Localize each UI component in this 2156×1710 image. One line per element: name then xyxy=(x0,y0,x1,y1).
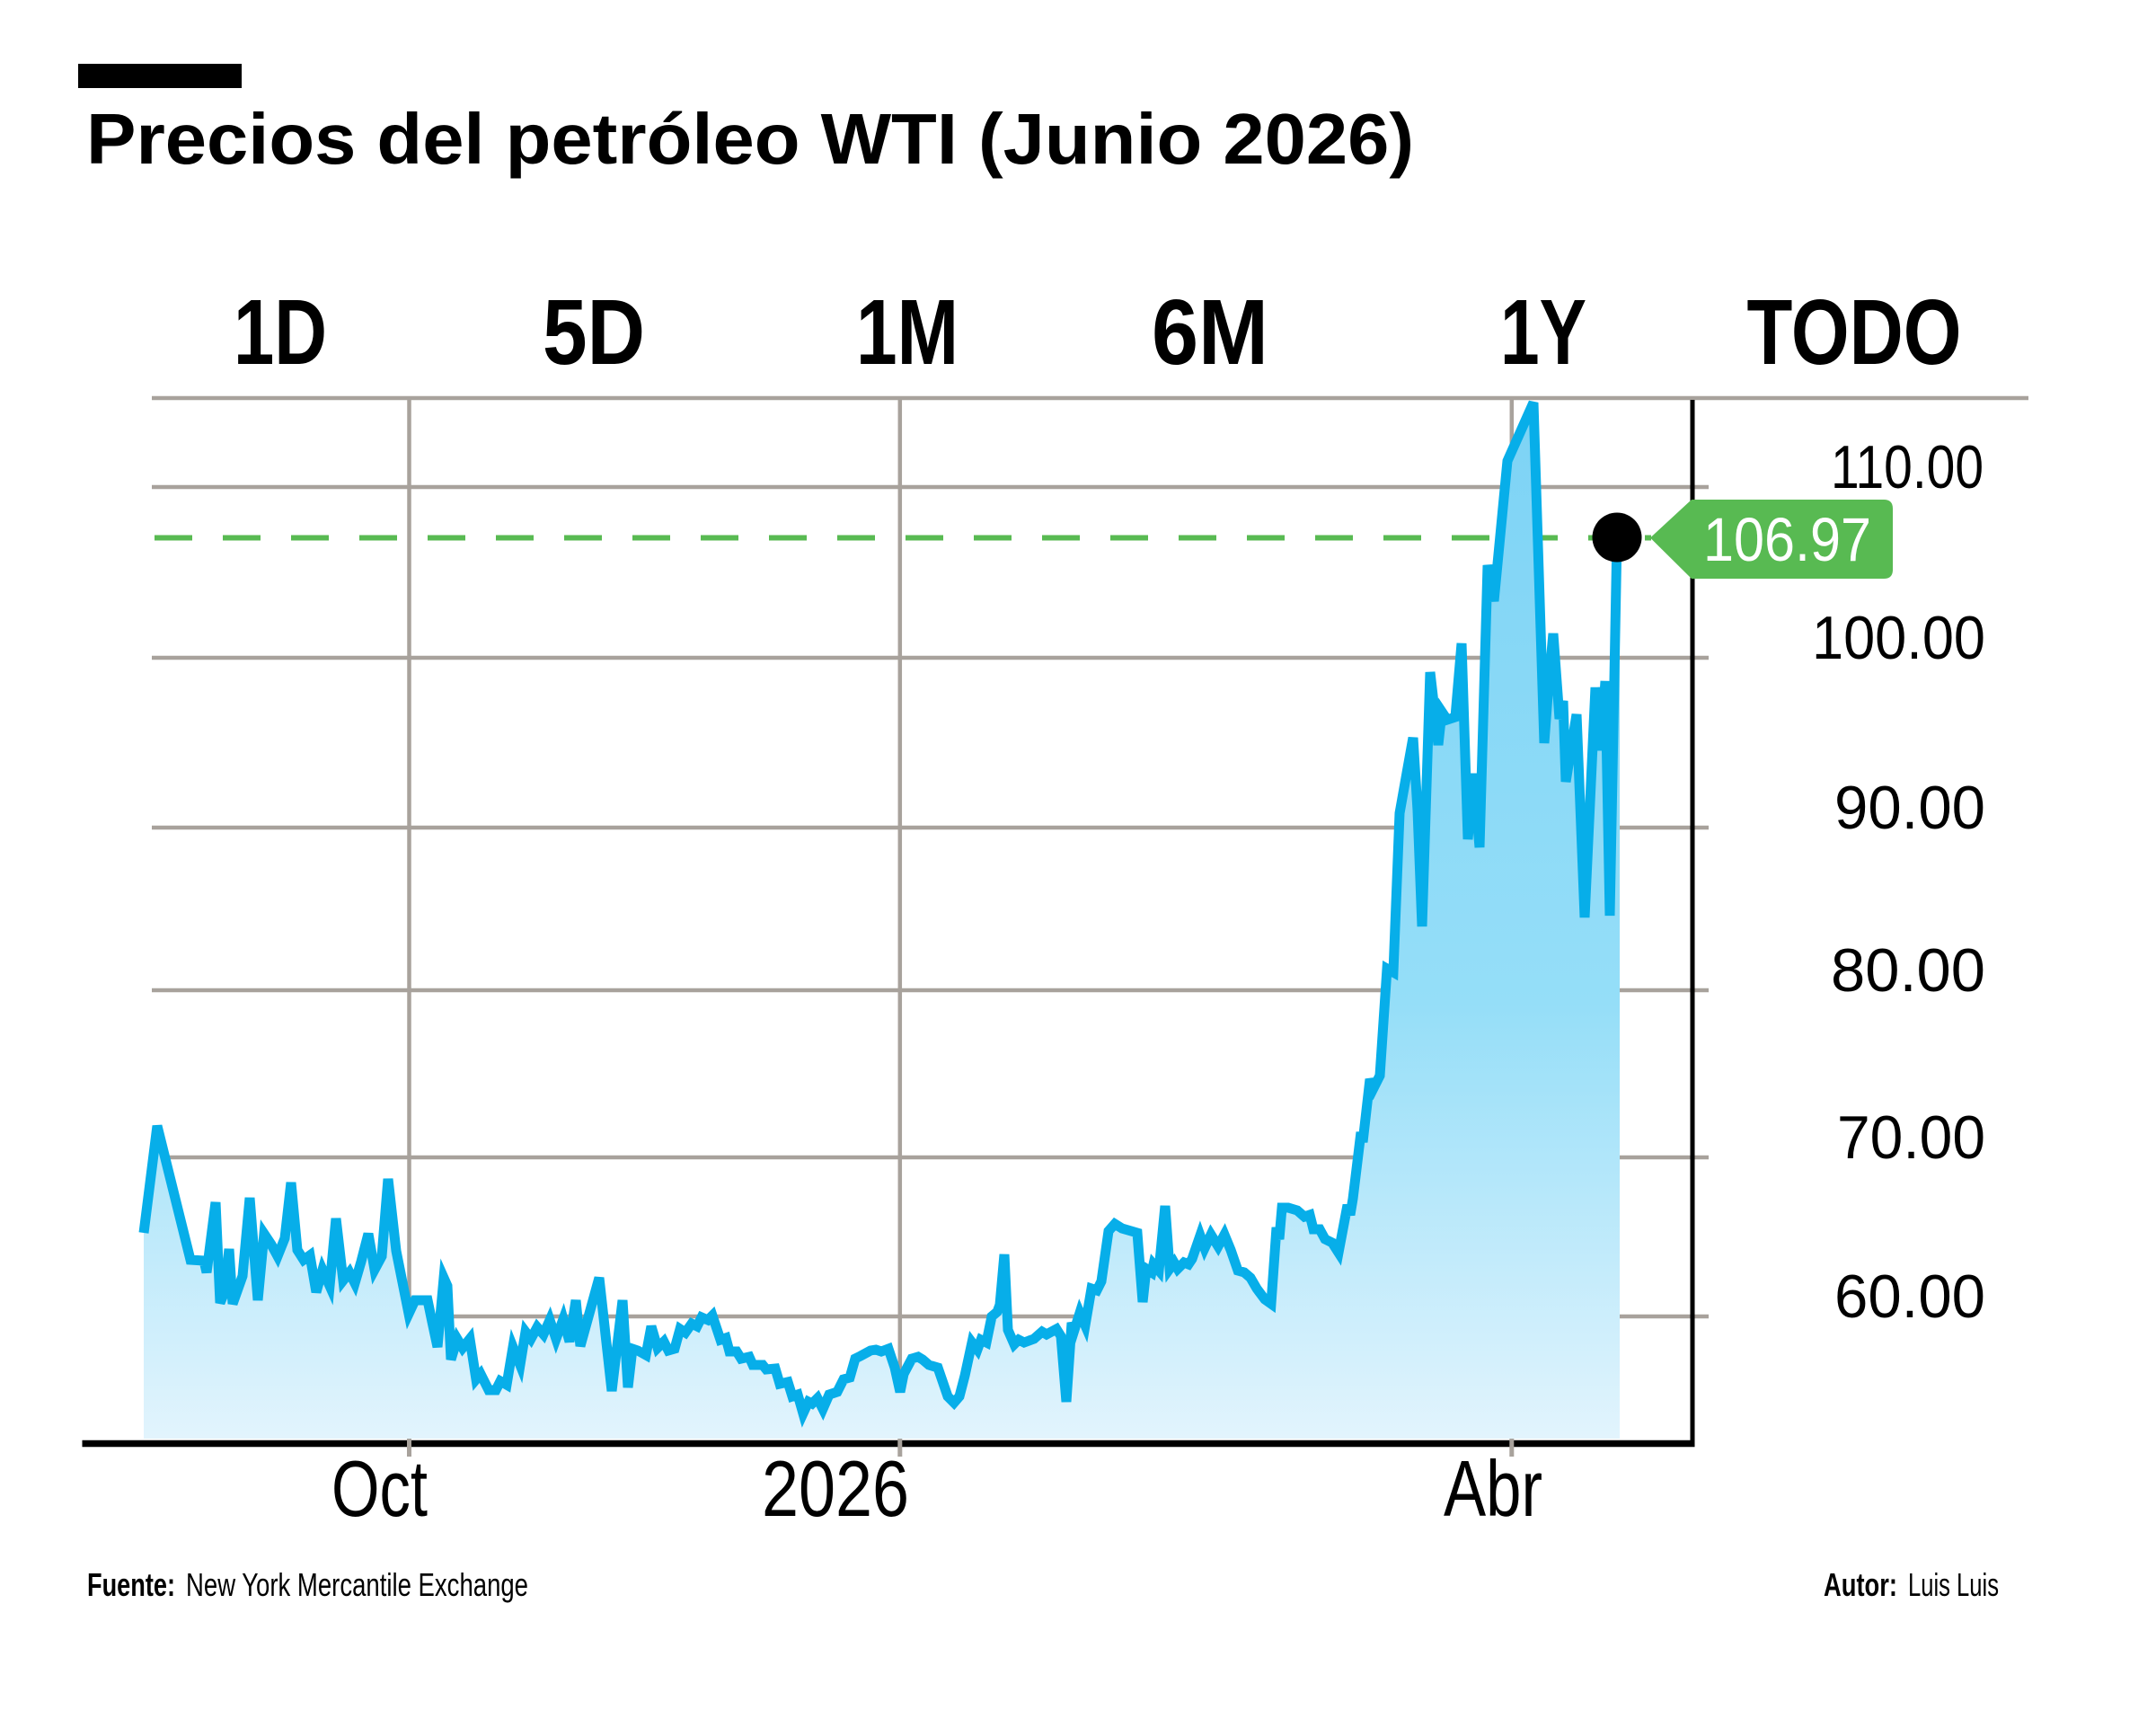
svg-text:1M: 1M xyxy=(856,280,959,384)
svg-text:90.00: 90.00 xyxy=(1834,774,1985,842)
svg-text:106.97: 106.97 xyxy=(1703,505,1871,574)
svg-text:6M: 6M xyxy=(1152,280,1268,384)
svg-text:Fuente:New York Mercantile Exc: Fuente: New York Mercantile Exchange xyxy=(87,1566,528,1603)
svg-text:5D: 5D xyxy=(543,280,645,384)
svg-text:60.00: 60.00 xyxy=(1834,1263,1985,1331)
svg-text:2026: 2026 xyxy=(762,1444,909,1533)
svg-text:70.00: 70.00 xyxy=(1837,1103,1985,1172)
svg-text:100.00: 100.00 xyxy=(1812,604,1985,672)
svg-text:110.00: 110.00 xyxy=(1831,433,1984,501)
svg-text:Abr: Abr xyxy=(1444,1444,1542,1533)
svg-text:Oct: Oct xyxy=(331,1444,428,1533)
svg-text:Autor:Luis Luis: Autor: Luis Luis xyxy=(1824,1566,1999,1603)
svg-text:1D: 1D xyxy=(234,280,327,384)
svg-text:1Y: 1Y xyxy=(1500,280,1586,384)
svg-text:TODO: TODO xyxy=(1747,280,1962,384)
svg-text:80.00: 80.00 xyxy=(1831,936,1985,1005)
svg-text:Precios del petróleo WTI (Juni: Precios del petróleo WTI (Junio 2026) xyxy=(86,99,1414,179)
